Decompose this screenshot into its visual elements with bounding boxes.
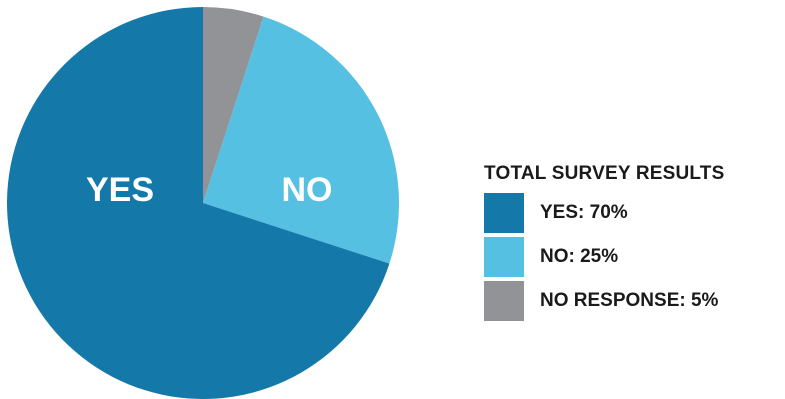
slice-label-yes: YES	[86, 171, 154, 209]
pie-slice-no	[203, 16, 399, 264]
legend-item-yes: YES: 70%	[484, 193, 784, 233]
slice-label-no: NO	[282, 171, 333, 209]
legend-label-no: NO: 25%	[540, 246, 619, 267]
legend-label-yes: YES: 70%	[540, 202, 628, 223]
legend-item-no: NO: 25%	[484, 237, 784, 277]
pie-slice-yes	[6, 7, 390, 399]
legend-swatch-no-response	[484, 281, 524, 321]
pie-slice-no-response	[203, 7, 264, 203]
legend: TOTAL SURVEY RESULTS YES: 70% NO: 25% NO…	[484, 163, 784, 325]
legend-swatch-yes	[484, 193, 524, 233]
legend-label-no-response: NO RESPONSE: 5%	[540, 290, 719, 311]
pie-chart: YES NO	[6, 7, 399, 399]
legend-title: TOTAL SURVEY RESULTS	[484, 163, 725, 184]
legend-item-no-response: NO RESPONSE: 5%	[484, 281, 784, 321]
legend-swatch-no	[484, 237, 524, 277]
